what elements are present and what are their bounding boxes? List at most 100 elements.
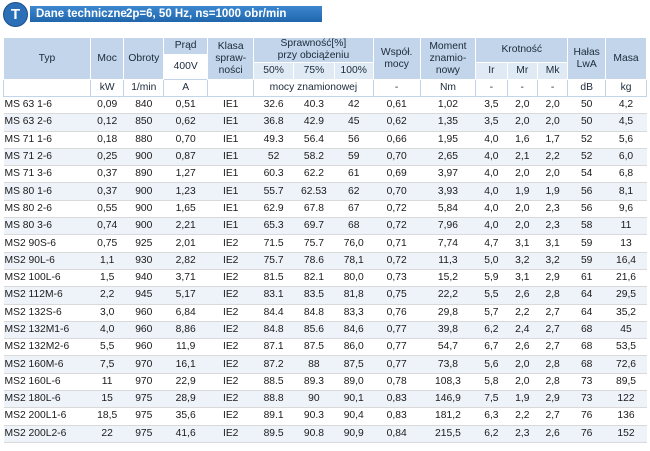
cell-spr-100: 76,0 xyxy=(334,234,374,253)
col-halas-l1: Hałas xyxy=(573,46,600,58)
cell-halas: 59 xyxy=(567,252,606,270)
cell-obroty: 900 xyxy=(123,148,164,167)
cell-klasa: IE1 xyxy=(207,96,254,115)
cell-moc: 5,5 xyxy=(90,338,124,357)
cell-ir: 6,7 xyxy=(475,338,508,357)
cell-mk: 2,0 xyxy=(537,96,568,115)
cell-spr-75: 90.8 xyxy=(293,425,335,443)
cell-ir: 5,9 xyxy=(475,269,508,288)
cell-moment: 215,5 xyxy=(420,425,476,443)
cell-wspol: 0,78 xyxy=(373,373,421,392)
cell-typ: MS2 160M-6 xyxy=(3,355,91,374)
cell-mk: 2,7 xyxy=(537,338,568,357)
cell-typ: MS2 132S-6 xyxy=(3,304,91,322)
cell-wspol: 0,77 xyxy=(373,321,421,340)
cell-halas: 73 xyxy=(567,390,606,409)
unit-mk: - xyxy=(536,79,569,97)
cell-spr-100: 86,0 xyxy=(334,338,374,357)
cell-prad: 8,86 xyxy=(163,321,208,340)
cell-spr-50: 87.1 xyxy=(253,338,294,357)
col-obroty: Obroty xyxy=(123,37,165,80)
col-moment-l3: nowy xyxy=(435,64,460,76)
cell-moment: 2,65 xyxy=(420,148,476,167)
cell-masa: 29,5 xyxy=(605,286,647,305)
cell-mk: 1,9 xyxy=(537,182,568,201)
cell-typ: MS 80 2-6 xyxy=(3,200,91,219)
cell-typ: MS2 200L2-6 xyxy=(3,425,91,443)
section-header: T Dane techniczne 2p=6, 50 Hz, ns=1000 o… xyxy=(0,0,650,28)
cell-spr-100: 45 xyxy=(334,113,374,132)
cell-mk: 2,6 xyxy=(537,425,568,443)
col-halas-l2: LwA xyxy=(576,58,597,70)
cell-obroty: 900 xyxy=(123,217,164,236)
cell-obroty: 970 xyxy=(123,373,164,392)
col-moment-l2: znamio- xyxy=(429,52,467,64)
table-row: MS 80 1-6 0,37 900 1,23 IE1 55.7 62.53 62 0,70 3,… xyxy=(3,182,647,201)
cell-typ: MS 71 2-6 xyxy=(3,148,91,167)
cell-mk: 2,2 xyxy=(537,148,568,167)
cell-moc: 0,37 xyxy=(90,182,124,201)
cell-mr: 2,0 xyxy=(507,373,538,392)
cell-spr-75: 85.6 xyxy=(293,321,335,340)
cell-klasa: IE2 xyxy=(207,321,254,340)
col-mk: Mk xyxy=(536,62,569,80)
cell-moc: 0,18 xyxy=(90,131,124,149)
cell-wspol: 0,77 xyxy=(373,338,421,357)
cell-moc: 4,0 xyxy=(90,321,124,340)
cell-masa: 45 xyxy=(605,321,647,340)
cell-mk: 2,8 xyxy=(537,373,568,392)
cell-klasa: IE1 xyxy=(207,131,254,149)
cell-spr-50: 84.4 xyxy=(253,304,294,322)
cell-moment: 11,3 xyxy=(420,252,476,270)
cell-mk: 3,2 xyxy=(537,252,568,270)
cell-mr: 1,6 xyxy=(507,131,538,149)
cell-halas: 56 xyxy=(567,182,606,201)
cell-spr-100: 62 xyxy=(334,182,374,201)
table-row: MS2 112M-6 2,2 945 5,17 IE2 83.1 83.5 81,8 0,75 2… xyxy=(3,286,647,305)
col-sprawnosc: Sprawność[%] przy obciążeniu xyxy=(253,37,374,63)
col-mr: Mr xyxy=(506,62,538,80)
cell-spr-75: 56.4 xyxy=(293,131,335,149)
section-badge-icon: T xyxy=(3,2,28,27)
cell-moc: 7,5 xyxy=(90,355,124,374)
cell-prad: 2,01 xyxy=(163,234,208,253)
cell-typ: MS2 112M-6 xyxy=(3,286,91,305)
cell-obroty: 975 xyxy=(123,407,164,426)
cell-masa: 89,5 xyxy=(605,373,647,392)
cell-spr-50: 88.5 xyxy=(253,373,294,392)
table-body: MS 63 1-6 0,09 840 0,51 IE1 32.6 40.3 42 0,61 1,0… xyxy=(3,96,647,443)
cell-mr: 2,1 xyxy=(507,148,538,167)
cell-spr-100: 78,1 xyxy=(334,252,374,270)
cell-moment: 39,8 xyxy=(420,321,476,340)
cell-halas: 68 xyxy=(567,321,606,340)
cell-spr-100: 68 xyxy=(334,217,374,236)
cell-prad: 1,27 xyxy=(163,165,208,184)
cell-spr-50: 62.9 xyxy=(253,200,294,219)
col-prad: Prąd xyxy=(163,37,209,55)
cell-moment: 22,2 xyxy=(420,286,476,305)
cell-typ: MS2 160L-6 xyxy=(3,373,91,392)
cell-halas: 64 xyxy=(567,304,606,322)
cell-obroty: 900 xyxy=(123,182,164,201)
unit-moc: kW xyxy=(89,79,125,97)
cell-halas: 64 xyxy=(567,286,606,305)
cell-ir: 5,7 xyxy=(475,304,508,322)
cell-wspol: 0,75 xyxy=(373,286,421,305)
cell-spr-75: 88 xyxy=(293,355,335,374)
cell-mk: 2,7 xyxy=(537,304,568,322)
cell-spr-100: 42 xyxy=(334,96,374,115)
cell-spr-50: 88.8 xyxy=(253,390,294,409)
cell-spr-100: 80,0 xyxy=(334,269,374,288)
cell-spr-100: 81,8 xyxy=(334,286,374,305)
cell-masa: 11 xyxy=(605,217,647,236)
cell-typ: MS2 100L-6 xyxy=(3,269,91,288)
cell-klasa: IE2 xyxy=(207,390,254,409)
cell-spr-100: 84,6 xyxy=(334,321,374,340)
cell-spr-75: 90 xyxy=(293,390,335,409)
cell-spr-75: 75.7 xyxy=(293,234,335,253)
cell-ir: 4,0 xyxy=(475,200,508,219)
cell-ir: 3,5 xyxy=(475,113,508,132)
cell-spr-50: 55.7 xyxy=(253,182,294,201)
cell-mr: 3,1 xyxy=(507,234,538,253)
unit-halas: dB xyxy=(567,79,607,97)
